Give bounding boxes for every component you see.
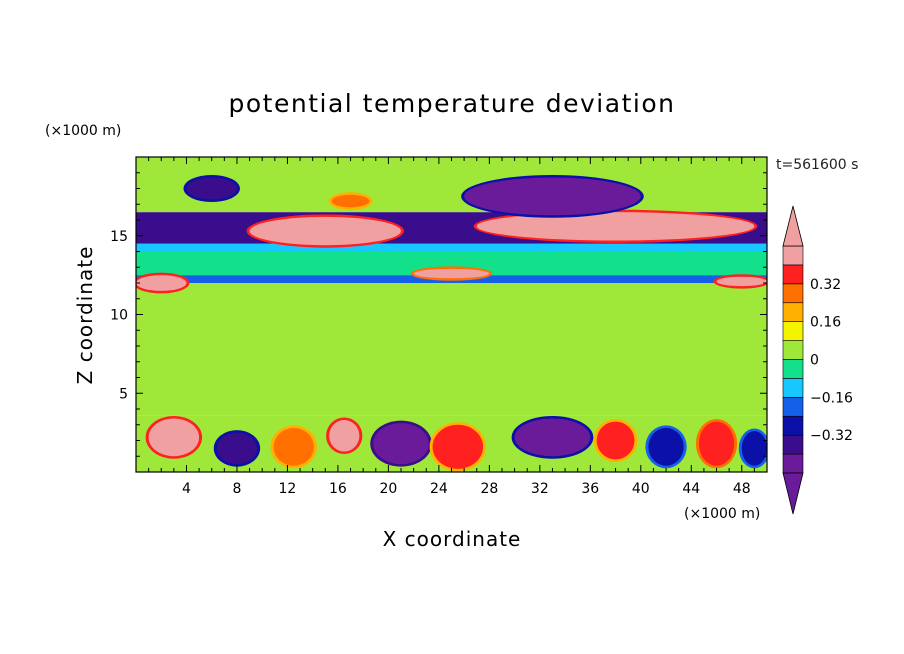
x-tick-label-4: 4 — [182, 481, 191, 497]
colorbar-segment-11 — [782, 245, 804, 266]
colorbar-segment-4 — [782, 378, 804, 398]
x-tick-label-36: 36 — [581, 481, 599, 497]
field-feature-13 — [432, 424, 484, 469]
y-tick-label-10: 10 — [110, 308, 128, 324]
colorbar-segment-2 — [782, 415, 804, 436]
field-feature-7 — [716, 276, 767, 287]
colorbar-segment-9 — [782, 283, 804, 304]
time-label: t=561600 s — [776, 157, 858, 173]
field-band-5 — [136, 243, 767, 252]
x-tick-label-32: 32 — [531, 481, 549, 497]
field-feature-8 — [148, 418, 200, 457]
field-feature-16 — [648, 427, 684, 466]
field-band-4 — [136, 251, 767, 276]
x-tick-label-24: 24 — [430, 481, 448, 497]
x-tick-label-16: 16 — [329, 481, 347, 497]
field-feature-15 — [596, 421, 635, 460]
x-tick-label-40: 40 — [632, 481, 650, 497]
colorbar-segment-1 — [782, 434, 804, 455]
colorbar-label-4: −0.32 — [810, 428, 853, 444]
x-axis-label: X coordinate — [383, 527, 522, 551]
field-feature-10 — [273, 427, 314, 466]
colorbar-label-1: 0.16 — [810, 315, 841, 331]
colorbar-segment-7 — [782, 321, 804, 341]
y-axis-ticks: 5 10 15 — [110, 172, 767, 457]
colorbar: 0.32 0.16 0 −0.16 −0.32 — [782, 205, 853, 515]
field-feature-14 — [514, 418, 591, 457]
field-band-1 — [136, 346, 767, 416]
contour-field — [136, 157, 767, 472]
colorbar-label-2: 0 — [810, 353, 819, 369]
x-tick-label-8: 8 — [232, 481, 241, 497]
field-feature-5 — [136, 275, 187, 291]
field-feature-12 — [373, 423, 429, 465]
field-feature-2 — [186, 177, 237, 200]
x-tick-label-44: 44 — [682, 481, 700, 497]
colorbar-top-triangle — [782, 205, 804, 247]
y-tick-label-5: 5 — [119, 386, 128, 402]
x-tick-label-20: 20 — [379, 481, 397, 497]
chart-title: potential temperature deviation — [229, 89, 676, 118]
colorbar-segment-5 — [782, 359, 804, 379]
field-band-2 — [136, 283, 767, 346]
field-feature-3 — [464, 177, 641, 216]
field-feature-18 — [741, 431, 767, 466]
field-feature-11 — [329, 420, 360, 452]
colorbar-segment-3 — [782, 397, 804, 417]
x-tick-label-48: 48 — [733, 481, 751, 497]
field-feature-4 — [331, 194, 370, 208]
colorbar-bottom-triangle — [782, 472, 804, 515]
field-band-7 — [136, 157, 767, 213]
y-axis-label: Z coordinate — [73, 246, 97, 385]
field-feature-9 — [216, 432, 258, 465]
y-unit-label: (×1000 m) — [45, 123, 121, 139]
colorbar-segment-10 — [782, 264, 804, 285]
x-unit-label: (×1000 m) — [684, 506, 760, 522]
y-tick-label-15: 15 — [110, 229, 128, 245]
colorbar-label-0: 0.32 — [810, 277, 841, 293]
field-feature-0 — [249, 216, 402, 246]
colorbar-segment-0 — [782, 453, 804, 474]
colorbar-label-3: −0.16 — [810, 390, 853, 406]
x-axis-ticks: 4 8 12 16 20 24 28 32 36 40 44 48 — [148, 157, 755, 497]
colorbar-segment-6 — [782, 340, 804, 360]
colorbar-segment-8 — [782, 302, 804, 322]
x-tick-label-12: 12 — [279, 481, 297, 497]
field-feature-17 — [698, 421, 735, 466]
field-feature-1 — [476, 212, 755, 241]
x-tick-label-28: 28 — [480, 481, 498, 497]
field-feature-6 — [413, 268, 490, 279]
